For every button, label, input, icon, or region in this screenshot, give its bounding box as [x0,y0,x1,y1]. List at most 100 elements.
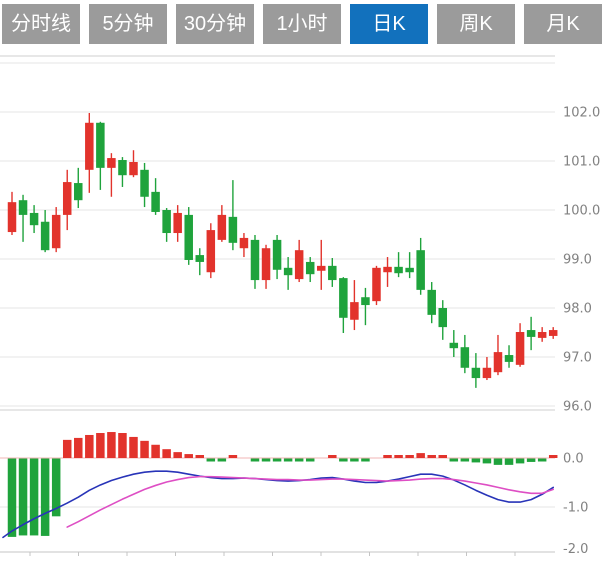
y-axis-label: -2.0 [563,542,588,557]
macd-bar-positive [228,455,238,458]
tab-week-k[interactable]: 周K [437,4,515,44]
macd-bar-positive [548,455,558,458]
candle-body [493,352,503,373]
macd-bar-positive [118,433,127,458]
macd-bar-negative [482,458,492,464]
y-axis-label: 99.0 [563,253,592,268]
macd-bar-positive [195,455,205,458]
dea-line [66,475,555,528]
macd-bar-positive [383,455,392,458]
tab-30min[interactable]: 30分钟 [176,4,254,44]
macd-bar-negative [339,458,348,462]
grid-lines [0,55,555,508]
tab-5min[interactable]: 5分钟 [89,4,167,44]
macd-histogram [7,432,558,537]
candle-body [283,267,293,276]
macd-bar-positive [438,455,448,458]
candle-body [460,347,470,368]
candle-body [107,158,116,168]
period-tabbar: 分时线 5分钟 30分钟 1小时 日K 周K 月K [2,4,602,44]
candle-body [184,214,193,260]
candle-body [339,278,348,318]
y-axis-labels: 102.0 101.0 100.0 99.0 98.0 97.0 96.0 0.0 -1.0 -2… [563,106,600,558]
candle-body [294,250,304,280]
candle-body [239,237,249,249]
candle-body [471,367,481,379]
dif-line [2,470,555,539]
candle-body [74,183,83,201]
macd-bar-negative [206,458,216,462]
candle-body [140,169,149,197]
candle-body [96,122,105,168]
macd-bar-positive [427,455,436,458]
macd-bar-negative [217,458,227,462]
macd-bar-negative [361,458,370,462]
candle-body [548,330,558,336]
tab-1hour[interactable]: 1小时 [263,4,341,44]
macd-bar-positive [394,455,403,458]
candle-body [449,342,459,349]
candle-body [173,212,182,234]
macd-bar-negative [40,458,50,536]
candle-body [317,265,326,271]
macd-bar-positive [328,455,337,458]
y-axis-label: 101.0 [563,155,600,170]
macd-bar-positive [416,453,425,458]
tab-day-k[interactable]: 日K [350,4,428,44]
candle-body [394,266,403,274]
tab-time-line[interactable]: 分时线 [2,4,80,44]
candle-body [162,210,171,234]
macd-bar-negative [449,458,459,462]
y-axis-label: 102.0 [563,106,600,121]
y-axis-label: -1.0 [563,501,588,516]
candle-body [195,255,205,262]
macd-bar-negative [526,458,536,462]
macd-bar-negative [471,458,481,463]
macd-bar-negative [7,458,17,537]
candle-body [504,355,514,362]
candle-body [405,267,414,273]
candle-body [118,160,127,176]
candle-body [272,239,282,270]
candle-body [328,265,337,281]
macd-bar-positive [62,439,72,458]
tab-month-k[interactable]: 月K [524,4,602,44]
macd-bar-negative [294,458,304,462]
macd-bar-positive [85,434,94,458]
candle-body [129,161,138,176]
macd-bar-positive [151,444,160,458]
macd-bar-negative [460,458,470,462]
y-axis-label: 0.0 [563,452,584,467]
macd-bar-negative [537,458,547,462]
macd-bar-negative [305,458,315,462]
macd-bar-positive [184,454,193,458]
y-axis-label: 100.0 [563,204,600,219]
macd-bar-negative [261,458,271,462]
candle-body [383,266,392,273]
candle-body [526,330,536,337]
macd-bar-negative [504,458,514,465]
macd-bar-negative [51,458,61,517]
y-axis-label: 97.0 [563,351,592,366]
macd-bar-positive [96,433,105,458]
candle-body [51,214,61,249]
macd-bar-negative [272,458,282,462]
candle-body [40,221,50,251]
macd-bar-negative [29,458,39,536]
candle-body [261,248,271,281]
candle-body [206,230,216,273]
macd-bar-negative [493,458,503,465]
macd-bar-positive [129,436,138,458]
candle-body [29,212,39,226]
candle-body [7,202,17,233]
candle-body [537,332,547,338]
candle-body [228,216,238,243]
macd-bar-negative [18,458,28,536]
candle-body [305,261,315,275]
macd-bar-positive [173,452,182,458]
macd-bar-positive [162,449,171,458]
candle-body [62,182,72,215]
candle-body [18,200,28,215]
